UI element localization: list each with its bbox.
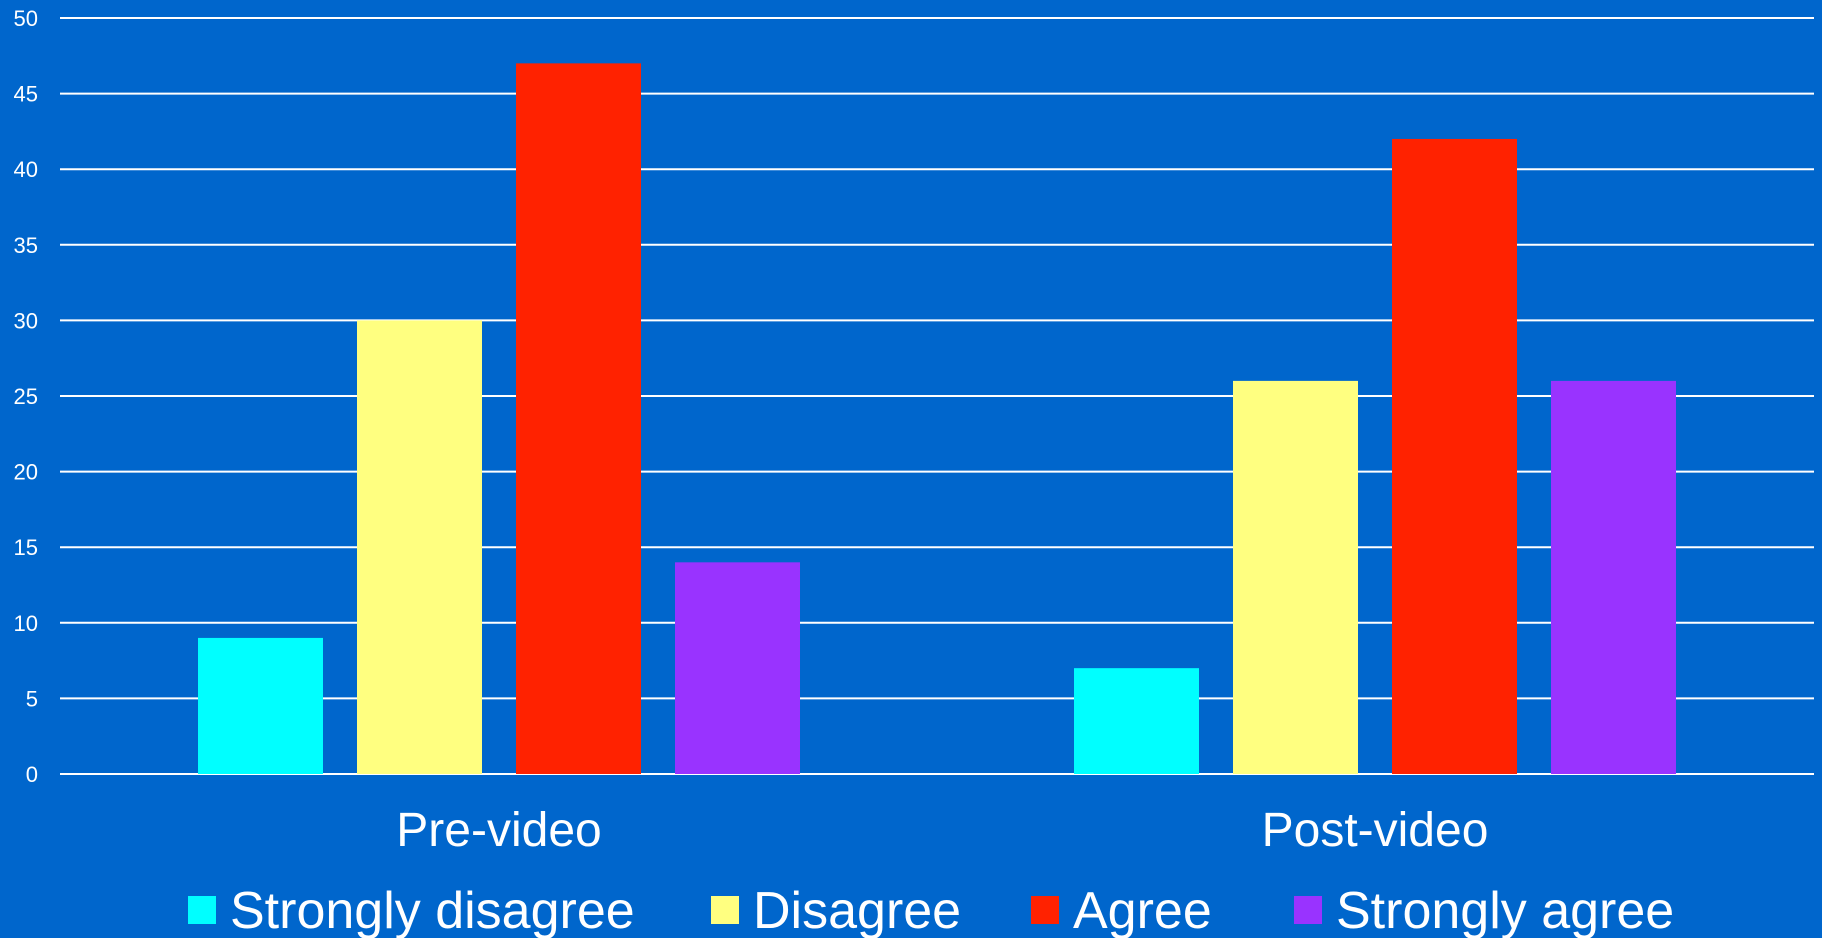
legend-label: Strongly agree xyxy=(1336,882,1674,938)
legend: Strongly disagree Disagree Agree Strongly a… xyxy=(188,882,1674,938)
bar-disagree-pre-video xyxy=(357,320,482,774)
y-tick-label: 0 xyxy=(26,762,38,787)
y-tick-label: 50 xyxy=(14,6,38,31)
bars xyxy=(198,63,1676,775)
x-category-label: Pre-video xyxy=(396,804,601,857)
legend-label: Agree xyxy=(1073,882,1212,938)
gridlines xyxy=(60,17,1814,775)
legend-item: Strongly disagree xyxy=(188,882,635,938)
y-tick-label: 5 xyxy=(26,686,38,711)
y-tick-label: 20 xyxy=(14,460,38,485)
x-category-label: Post-video xyxy=(1262,804,1489,857)
bar-agree-pre-video xyxy=(516,63,641,775)
y-tick-label: 25 xyxy=(14,384,38,409)
legend-swatch xyxy=(1031,896,1059,924)
y-tick-label: 30 xyxy=(14,308,38,333)
y-tick-label: 15 xyxy=(14,535,38,560)
legend-swatch xyxy=(1294,896,1322,924)
bar-agree-post-video xyxy=(1392,138,1517,774)
y-axis-ticks: 0 5 10 15 20 25 30 35 40 45 50 xyxy=(14,6,38,787)
y-tick-label: 35 xyxy=(14,233,38,258)
x-axis-categories: Pre-video Post-video xyxy=(396,804,1488,857)
legend-item: Disagree xyxy=(711,882,961,938)
bar-strongly-agree-pre-video xyxy=(675,562,800,774)
legend-swatch xyxy=(188,896,216,924)
y-tick-label: 45 xyxy=(14,82,38,107)
bar-disagree-post-video xyxy=(1233,380,1358,774)
y-tick-label: 10 xyxy=(14,611,38,636)
bar-strongly-disagree-post-video xyxy=(1074,668,1199,774)
y-tick-label: 40 xyxy=(14,157,38,182)
legend-label: Strongly disagree xyxy=(230,882,635,938)
legend-item: Strongly agree xyxy=(1294,882,1674,938)
legend-swatch xyxy=(711,896,739,924)
legend-label: Disagree xyxy=(753,882,961,938)
bar-strongly-disagree-pre-video xyxy=(198,637,323,774)
legend-item: Agree xyxy=(1031,882,1212,938)
bar-strongly-agree-post-video xyxy=(1551,380,1676,774)
